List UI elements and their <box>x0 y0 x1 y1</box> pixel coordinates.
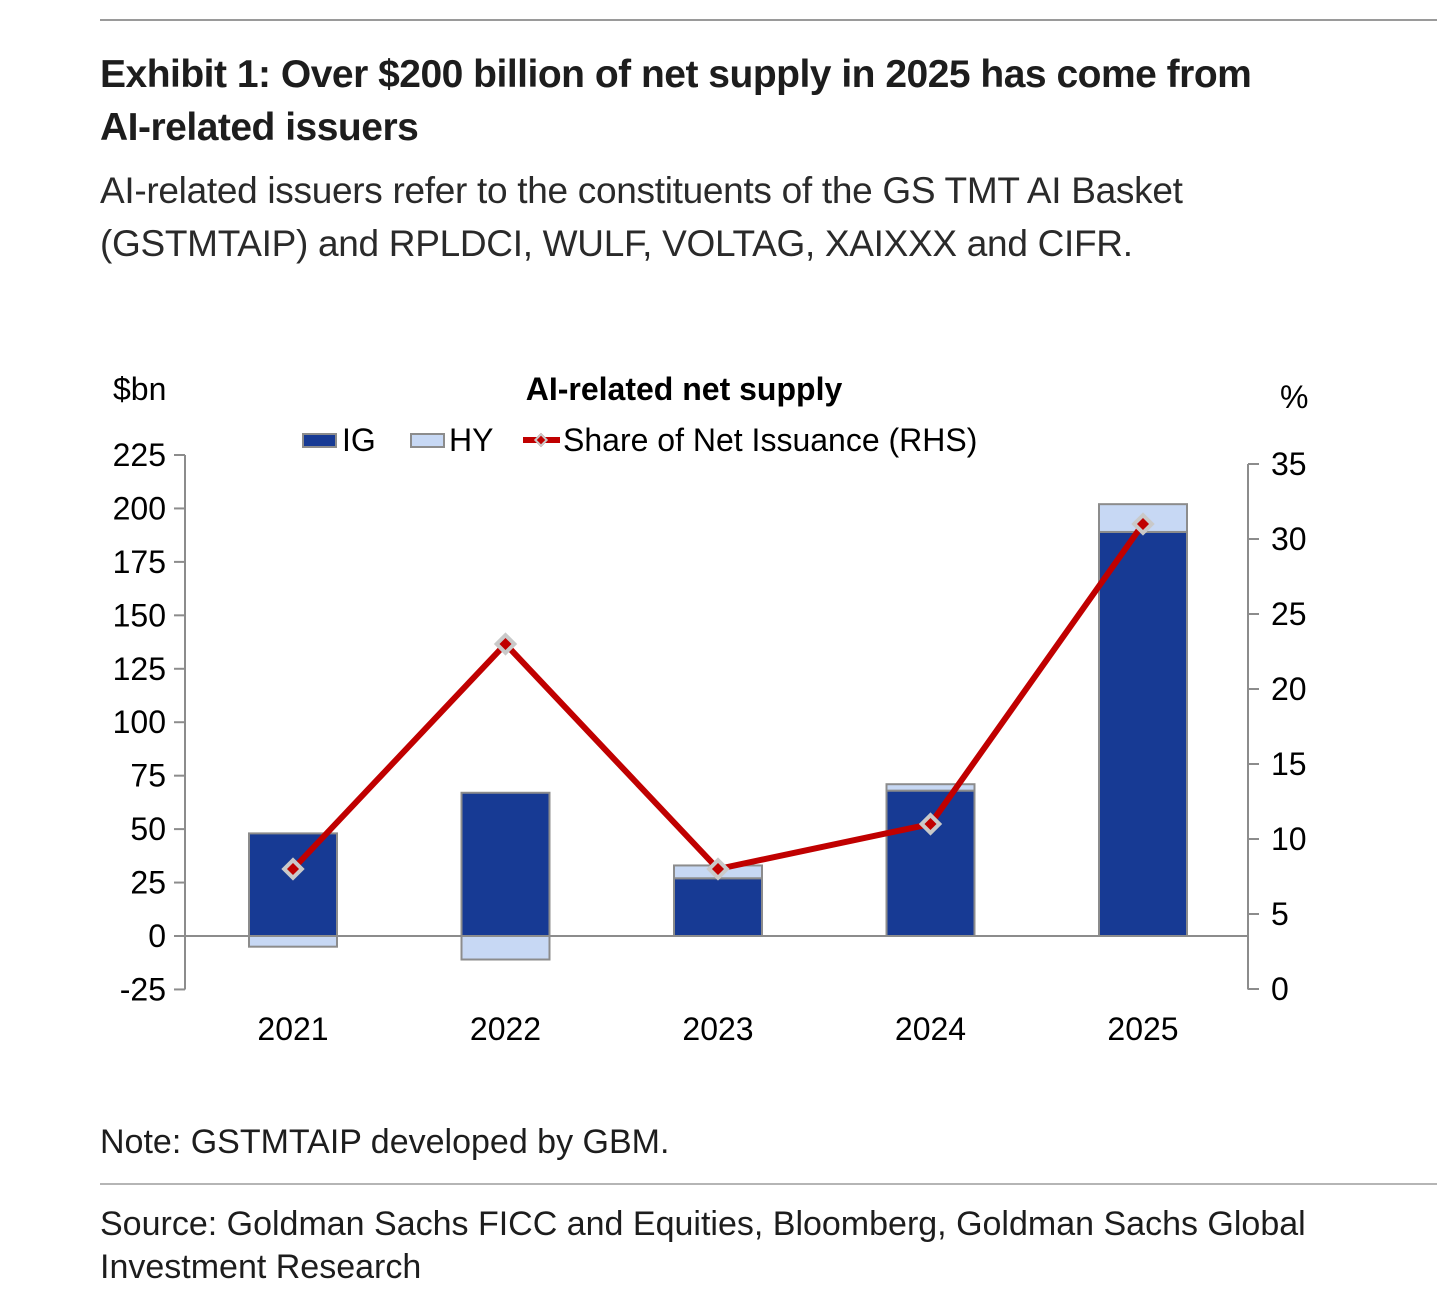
bar-ig-2025 <box>1098 530 1188 938</box>
chart-plot: 2252001751501251007550250-25353025201510… <box>113 437 1307 1047</box>
bar-hy-2021 <box>248 935 338 948</box>
right-axis-tick-label: 0 <box>1271 971 1289 1007</box>
x-axis-label-2025: 2025 <box>1107 1011 1178 1047</box>
bar-hy-2024 <box>885 783 976 792</box>
right-axis-tick-label: 10 <box>1271 821 1307 857</box>
legend-label-hy: HY <box>449 422 494 458</box>
bar-hy-2022 <box>460 935 551 961</box>
left-axis-tick-label: 50 <box>130 811 166 847</box>
bar-ig-2023 <box>673 877 763 938</box>
right-axis-tick-label: 15 <box>1271 746 1307 782</box>
note-text: Note: GSTMTAIP developed by GBM. <box>100 1123 670 1161</box>
chart-area: $bn AI-related net supply % IG HY Share … <box>0 358 1440 1060</box>
left-axis-tick-label: 100 <box>113 704 166 740</box>
x-axis-label-2024: 2024 <box>895 1011 966 1047</box>
exhibit-subtitle: AI-related issuers refer to the constitu… <box>100 170 1183 264</box>
bar-ig-2021 <box>248 832 338 937</box>
share-line <box>290 522 1146 873</box>
left-axis-tick-label: 200 <box>113 490 166 526</box>
left-axis-tick-label: 25 <box>130 865 166 901</box>
left-axis-tick-label: 75 <box>130 758 166 794</box>
source-text: Source: Goldman Sachs FICC and Equities,… <box>100 1205 1306 1286</box>
legend-label-ig: IG <box>342 422 376 458</box>
left-axis-tick-label: 225 <box>113 437 166 473</box>
legend-swatch-ig <box>302 433 337 448</box>
x-axis-label-2023: 2023 <box>682 1011 753 1047</box>
left-axis-tick-label: -25 <box>120 971 166 1007</box>
share-marker-2021 <box>281 857 305 881</box>
share-marker-2024 <box>918 812 943 836</box>
left-axis-tick-label: 125 <box>113 651 166 687</box>
chart-title: AI-related net supply <box>525 371 843 407</box>
left-axis-tick-label: 0 <box>148 918 166 954</box>
exhibit-title: Exhibit 1: Over $200 billion of net supp… <box>100 53 1252 149</box>
share-marker-2025 <box>1131 512 1155 536</box>
right-axis-tick-label: 30 <box>1271 521 1307 557</box>
legend-swatch-hy <box>410 433 445 448</box>
right-axis-tick-label: 35 <box>1271 446 1307 482</box>
right-axis-tick-label: 20 <box>1271 671 1307 707</box>
left-axis-tick-label: 175 <box>113 544 166 580</box>
legend-label-share: Share of Net Issuance (RHS) <box>563 422 978 458</box>
source-divider <box>100 1183 1437 1185</box>
right-axis-tick-label: 5 <box>1271 896 1289 932</box>
x-axis-label-2022: 2022 <box>470 1011 541 1047</box>
share-marker-2023 <box>706 857 730 881</box>
right-axis-unit-label: % <box>1280 379 1309 415</box>
right-axis-tick-label: 25 <box>1271 596 1307 632</box>
left-axis-unit-label: $bn <box>113 371 167 407</box>
bar-ig-2022 <box>460 791 551 937</box>
x-axis-label-2021: 2021 <box>257 1011 328 1047</box>
top-divider <box>100 19 1437 21</box>
left-axis-tick-label: 150 <box>113 597 166 633</box>
share-marker-2022 <box>493 632 518 656</box>
